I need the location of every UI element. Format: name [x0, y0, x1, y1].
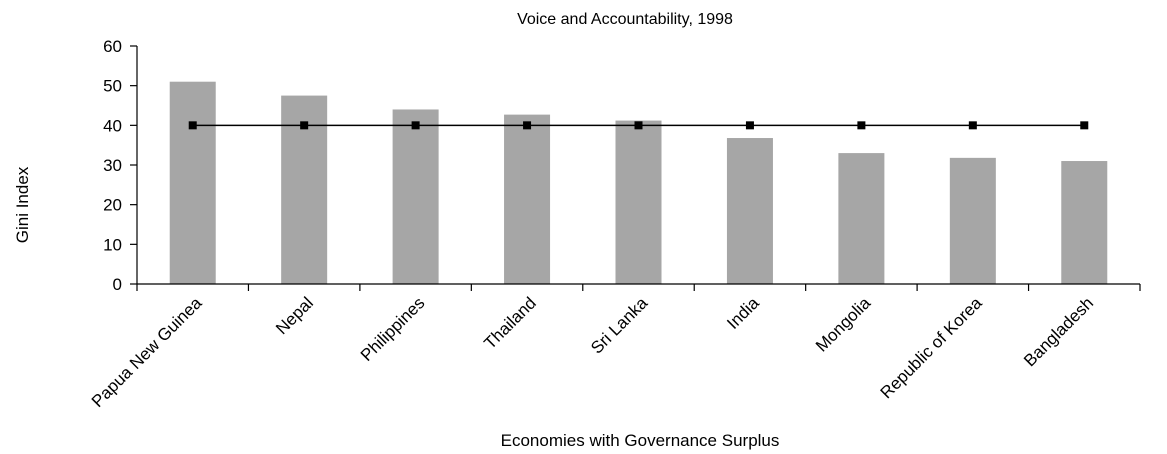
bar — [504, 114, 551, 284]
bar — [726, 138, 773, 284]
line-marker — [857, 121, 866, 130]
line-marker — [411, 121, 420, 130]
chart-title: Voice and Accountability, 1998 — [517, 11, 733, 28]
bar — [392, 109, 439, 284]
y-axis-label: Gini Index — [13, 166, 32, 243]
y-tick-label: 20 — [103, 196, 122, 215]
x-axis-label: Economies with Governance Surplus — [501, 431, 780, 450]
y-tick-label: 0 — [113, 275, 122, 294]
x-tick-label: Philippines — [357, 293, 429, 365]
y-tick-label: 10 — [103, 235, 122, 254]
bar — [838, 153, 885, 284]
x-tick-label: Republic of Korea — [877, 293, 986, 402]
y-tick-label: 50 — [103, 77, 122, 96]
x-tick-label: Sri Lanka — [587, 293, 652, 358]
x-tick-label: Papua New Guinea — [88, 293, 206, 411]
bar — [949, 157, 996, 284]
y-tick-label: 60 — [103, 37, 122, 56]
bar — [1061, 161, 1108, 284]
x-tick-label: Nepal — [272, 293, 317, 338]
line-marker — [1080, 121, 1089, 130]
x-tick-label: Thailand — [480, 293, 540, 353]
x-tick-label: India — [723, 293, 763, 333]
line-marker — [968, 121, 977, 130]
line-marker — [300, 121, 309, 130]
bar — [615, 120, 662, 284]
line-marker — [523, 121, 532, 130]
line-marker — [188, 121, 197, 130]
x-tick-label: Mongolia — [812, 293, 875, 356]
y-tick-label: 40 — [103, 116, 122, 135]
line-marker — [634, 121, 643, 130]
y-tick-label: 30 — [103, 156, 122, 175]
bar — [169, 81, 216, 284]
line-marker — [745, 121, 754, 130]
plot-area: 0 10 20 30 40 50 60 Papua New Guinea Nepal Philip… — [88, 37, 1141, 411]
x-tick-label: Bangladesh — [1020, 293, 1097, 370]
